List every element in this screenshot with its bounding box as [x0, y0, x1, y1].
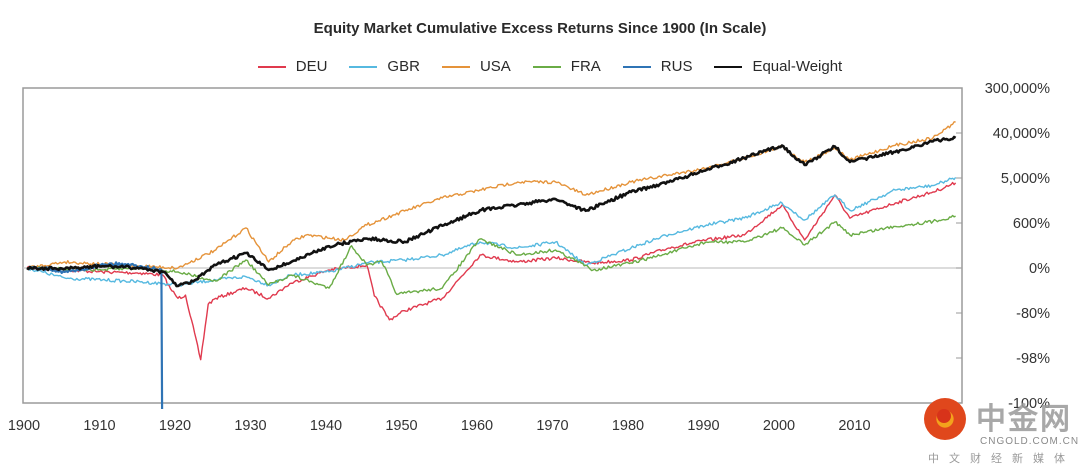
legend-item-equal-weight: Equal-Weight	[714, 58, 842, 75]
x-tick-label: 1910	[83, 418, 115, 434]
y-tick-label: 0%	[1029, 261, 1050, 277]
series-line-equal-weight	[26, 135, 957, 288]
watermark-name: 中金网	[976, 402, 1072, 437]
chart-title: Equity Market Cumulative Excess Returns …	[313, 20, 767, 37]
legend-label: USA	[479, 58, 511, 75]
y-tick-label: 600%	[1013, 216, 1050, 232]
legend-swatch	[349, 65, 378, 68]
y-tick-label: 40,000%	[993, 126, 1050, 142]
x-tick-label: 1920	[159, 418, 191, 434]
series-line-rus	[26, 261, 164, 409]
legend-item-deu: DEU	[257, 58, 328, 75]
x-tick-label: 1930	[234, 418, 266, 434]
legend-item-fra: FRA	[532, 58, 601, 75]
y-tick-label: -98%	[1016, 351, 1050, 367]
x-tick-label: 1950	[385, 418, 417, 434]
series-line-usa	[26, 121, 956, 270]
legend-swatch	[714, 65, 743, 68]
cngold-logo-icon	[924, 398, 966, 440]
y-tick-label: 5,000%	[1001, 171, 1050, 187]
series-line-deu	[26, 181, 957, 361]
watermark-domain: CNGOLD.COM.CN	[980, 436, 1080, 447]
x-tick-label: 2000	[763, 418, 795, 434]
series-line-fra	[26, 214, 956, 296]
y-tick-label: -100%	[1008, 396, 1050, 412]
legend-label: DEU	[295, 58, 328, 75]
watermark: 中金网 CNGOLD.COM.CN 中文财经新媒体	[920, 392, 1080, 470]
legend-label: Equal-Weight	[752, 58, 843, 75]
y-tick-label: 300,000%	[985, 81, 1050, 97]
legend-swatch	[441, 65, 470, 68]
legend-swatch	[532, 65, 561, 68]
plot-frame	[22, 87, 963, 404]
x-tick-label: 1980	[612, 418, 644, 434]
legend-item-gbr: GBR	[349, 58, 420, 75]
watermark-slogan: 中文财经新媒体	[928, 452, 1075, 465]
x-tick-label: 1970	[536, 418, 568, 434]
x-tick-label: 1940	[310, 418, 342, 434]
series-line-gbr	[26, 176, 957, 287]
legend-item-rus: RUS	[622, 58, 693, 75]
legend: DEU GBR USA FRA RUS Equal-Weight	[0, 58, 1080, 75]
x-tick-label: 1960	[461, 418, 493, 434]
legend-item-usa: USA	[441, 58, 511, 75]
x-tick-label: 1900	[8, 418, 40, 434]
legend-label: RUS	[660, 58, 693, 75]
x-tick-label: 2010	[838, 418, 870, 434]
legend-swatch	[257, 65, 286, 68]
series-group	[26, 121, 957, 409]
legend-swatch	[622, 65, 651, 68]
y-tick-label: -80%	[1016, 306, 1050, 322]
x-tick-label: 1990	[687, 418, 719, 434]
legend-label: GBR	[387, 58, 420, 75]
legend-label: FRA	[570, 58, 601, 75]
